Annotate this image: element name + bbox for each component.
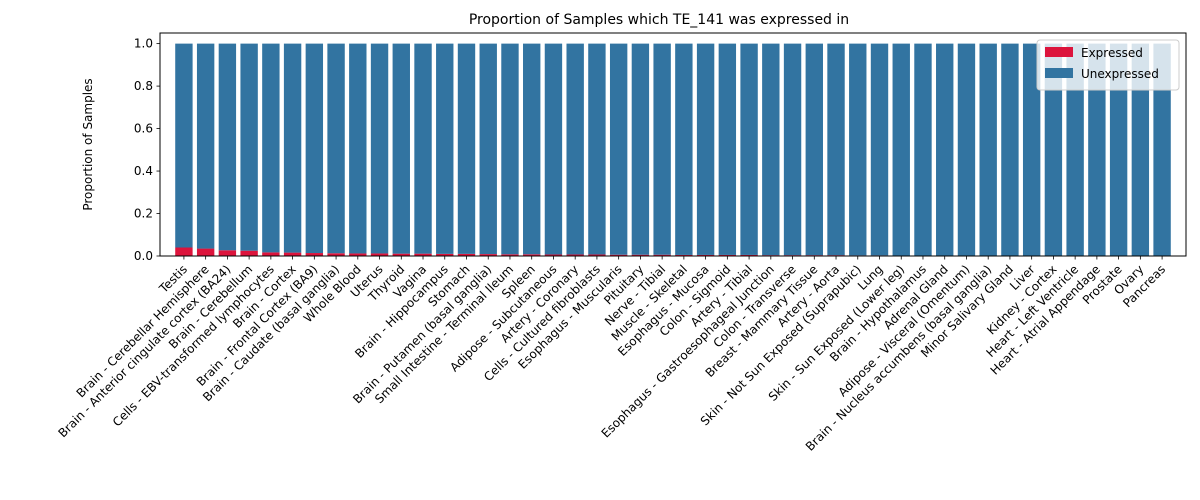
y-tick-label: 0.8 <box>134 79 153 93</box>
bar-expressed-7 <box>327 253 345 256</box>
bar-expressed-25 <box>718 254 737 256</box>
chart-title: Proportion of Samples which TE_141 was e… <box>469 12 849 28</box>
bar-expressed-26 <box>740 254 758 256</box>
bar-unexpressed-40 <box>1044 43 1063 257</box>
legend-swatch-expressed <box>1045 47 1073 57</box>
bar-expressed-8 <box>349 253 367 256</box>
bar-unexpressed-27 <box>762 43 780 256</box>
y-tick-label: 0.0 <box>134 249 153 263</box>
bar-unexpressed-44 <box>1131 43 1150 257</box>
bar-unexpressed-34 <box>914 43 932 256</box>
legend-swatch-unexpressed <box>1045 68 1073 78</box>
bar-unexpressed-42 <box>1088 43 1106 257</box>
bar-unexpressed-6 <box>305 43 324 254</box>
plot-frame <box>159 32 1187 257</box>
bar-expressed-14 <box>479 254 497 256</box>
legend-label-unexpressed: Unexpressed <box>1081 67 1159 81</box>
bar-expressed-4 <box>262 252 280 256</box>
bar-expressed-17 <box>544 254 563 256</box>
bar-unexpressed-11 <box>414 43 432 254</box>
bar-unexpressed-43 <box>1109 43 1128 257</box>
bar-expressed-10 <box>392 253 410 256</box>
bar-unexpressed-1 <box>196 43 215 249</box>
bar-expressed-22 <box>653 254 671 256</box>
bar-expressed-15 <box>501 254 519 256</box>
bar-unexpressed-8 <box>349 43 367 254</box>
bar-unexpressed-18 <box>566 43 584 255</box>
bar-expressed-0 <box>175 247 193 256</box>
bar-unexpressed-4 <box>262 43 280 253</box>
bar-unexpressed-36 <box>957 43 976 256</box>
bar-unexpressed-2 <box>218 43 237 251</box>
bar-expressed-9 <box>370 253 389 256</box>
bar-expressed-12 <box>436 253 454 256</box>
bar-unexpressed-29 <box>805 43 823 256</box>
bar-expressed-13 <box>457 253 476 256</box>
bar-expressed-18 <box>566 254 584 256</box>
bar-unexpressed-38 <box>1001 43 1019 257</box>
bar-expressed-19 <box>588 254 606 256</box>
bar-unexpressed-37 <box>979 43 997 256</box>
bar-unexpressed-14 <box>479 43 497 255</box>
bar-expressed-11 <box>414 253 432 256</box>
bar-unexpressed-0 <box>175 43 193 248</box>
y-tick-label: 0.4 <box>134 164 153 178</box>
bar-expressed-23 <box>675 254 693 256</box>
bar-unexpressed-25 <box>718 43 737 255</box>
bar-expressed-3 <box>240 250 258 256</box>
bar-unexpressed-19 <box>588 43 606 255</box>
bar-unexpressed-30 <box>827 43 845 256</box>
bar-unexpressed-41 <box>1066 43 1084 257</box>
bar-expressed-2 <box>218 250 237 256</box>
bar-unexpressed-12 <box>436 43 454 254</box>
bar-expressed-5 <box>283 252 302 256</box>
y-axis: 0.0 0.2 0.4 0.6 0.8 1.0 <box>134 37 160 263</box>
bar-unexpressed-22 <box>653 43 671 255</box>
bar-expressed-20 <box>609 254 628 256</box>
bar-unexpressed-17 <box>544 43 563 255</box>
bars <box>175 43 1171 257</box>
bar-expressed-1 <box>196 248 215 256</box>
bar-unexpressed-39 <box>1022 43 1041 257</box>
bar-expressed-16 <box>523 254 541 256</box>
bar-unexpressed-32 <box>870 43 889 256</box>
y-tick-label: 0.2 <box>134 207 153 221</box>
bar-unexpressed-3 <box>240 43 258 251</box>
bar-unexpressed-35 <box>936 43 954 256</box>
bar-unexpressed-5 <box>283 43 302 253</box>
y-tick-label: 1.0 <box>134 37 153 51</box>
bar-unexpressed-23 <box>675 43 693 255</box>
bar-unexpressed-10 <box>392 43 410 254</box>
x-tick-label: Brain - Anterior cingulate cortex (BA24) <box>55 262 233 440</box>
legend: Expressed Unexpressed <box>1036 39 1180 91</box>
bar-expressed-6 <box>305 253 324 256</box>
bar-unexpressed-7 <box>327 43 345 254</box>
y-tick-label: 0.6 <box>134 122 153 136</box>
bar-expressed-21 <box>631 254 650 256</box>
bar-unexpressed-26 <box>740 43 758 255</box>
bar-unexpressed-45 <box>1153 43 1171 257</box>
bar-unexpressed-31 <box>849 43 867 256</box>
legend-label-expressed: Expressed <box>1081 46 1143 60</box>
bar-unexpressed-13 <box>457 43 476 254</box>
bar-unexpressed-16 <box>523 43 541 255</box>
y-axis-label: Proportion of Samples <box>81 78 95 210</box>
bar-unexpressed-33 <box>892 43 910 256</box>
bar-unexpressed-15 <box>501 43 519 255</box>
bar-unexpressed-24 <box>696 43 715 255</box>
bar-unexpressed-9 <box>370 43 389 254</box>
bar-expressed-24 <box>696 254 715 256</box>
bar-unexpressed-20 <box>609 43 628 255</box>
bar-unexpressed-28 <box>783 43 802 256</box>
bar-unexpressed-21 <box>631 43 650 255</box>
